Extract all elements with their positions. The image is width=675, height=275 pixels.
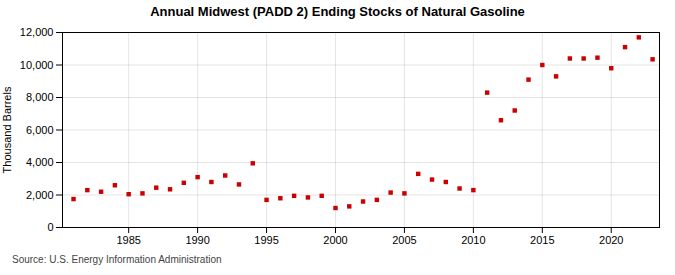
svg-text:2015: 2015 [530, 234, 554, 246]
svg-text:2010: 2010 [461, 234, 485, 246]
svg-text:4,000: 4,000 [26, 156, 54, 168]
svg-text:2005: 2005 [392, 234, 416, 246]
svg-text:2020: 2020 [599, 234, 623, 246]
svg-text:1995: 1995 [254, 234, 278, 246]
svg-text:2,000: 2,000 [26, 189, 54, 201]
svg-text:6,000: 6,000 [26, 124, 54, 136]
html-text:Source: U.S. Energy Informatio: Source: U.S. Energy Information Administ… [12, 254, 222, 265]
svg-text:10,000: 10,000 [20, 59, 54, 71]
svg-text:1990: 1990 [185, 234, 209, 246]
svg-text:1985: 1985 [116, 234, 140, 246]
svg-text:12,000: 12,000 [20, 26, 54, 38]
svg-text:Thousand Barrels: Thousand Barrels [1, 86, 13, 173]
html-text:Annual Midwest (PADD 2) Ending: Annual Midwest (PADD 2) Ending Stocks of… [150, 4, 525, 19]
svg-text:8,000: 8,000 [26, 91, 54, 103]
svg-text:2000: 2000 [323, 234, 347, 246]
svg-text:0: 0 [47, 221, 53, 233]
